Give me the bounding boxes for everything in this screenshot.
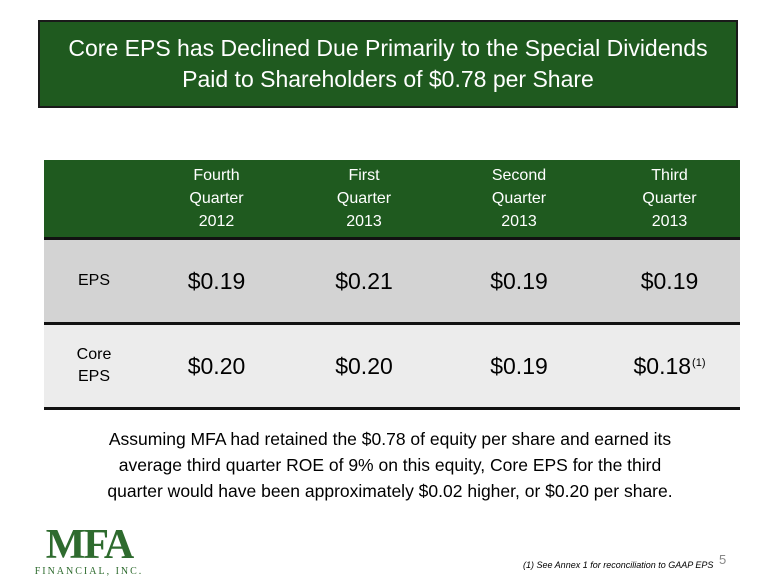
table-cell: $0.21 [335, 267, 393, 294]
header-q1-2013: First Quarter 2013 [289, 160, 439, 237]
table-header-row: Fourth Quarter 2012 First Quarter 2013 S… [44, 160, 740, 240]
eps-table: Fourth Quarter 2012 First Quarter 2013 S… [44, 160, 740, 410]
slide-title-box: Core EPS has Declined Due Primarily to t… [38, 20, 738, 108]
table-cell-with-footnote: $0.18 (1) [599, 353, 740, 380]
header-text: First [348, 167, 380, 184]
table-cell: $0.19 [640, 267, 699, 294]
header-q3-2013: Third Quarter 2013 [599, 160, 740, 237]
table-row-eps: EPS $0.19 $0.21 $0.19 $0.19 [44, 240, 740, 325]
header-text: Second [491, 167, 547, 184]
header-text: 2013 [651, 213, 688, 230]
header-text: Third [651, 167, 688, 184]
footnote: (1) See Annex 1 for reconciliation to GA… [523, 560, 714, 570]
table-cell: $0.20 [335, 352, 393, 379]
header-text: 2013 [346, 213, 382, 230]
row-label-text: EPS [77, 368, 110, 385]
header-text: Quarter [642, 190, 697, 207]
table-cell: $0.19 [490, 352, 548, 379]
header-empty-cell [44, 160, 144, 237]
header-text: 2013 [501, 213, 537, 230]
page-number: 5 [719, 552, 727, 567]
header-q2-2013: Second Quarter 2013 [439, 160, 599, 237]
slide-title-line-1: Core EPS has Declined Due Primarily to t… [68, 35, 708, 61]
table-cell: $0.19 [490, 267, 548, 294]
explanation-line: quarter would have been approximately $0… [107, 481, 673, 501]
table-cell: $0.19 [187, 267, 246, 294]
table-row-core-eps: Core EPS $0.20 $0.20 $0.19 $0.18 (1) [44, 325, 740, 410]
row-label-text: Core [76, 346, 112, 363]
header-text: Quarter [491, 190, 547, 207]
table-cell: $0.20 [187, 352, 246, 379]
footnote-marker: (1) [692, 357, 706, 369]
mfa-logo: MFA FINANCIAL, INC. [30, 522, 148, 578]
row-label: Core EPS [44, 344, 144, 388]
table-cell-value: $0.18 [633, 352, 692, 379]
explanation-paragraph: Assuming MFA had retained the $0.78 of e… [50, 426, 730, 504]
header-text: Quarter [336, 190, 392, 207]
header-text: 2012 [198, 213, 235, 230]
header-text: Fourth [193, 167, 240, 184]
explanation-line: average third quarter ROE of 9% on this … [118, 455, 662, 475]
row-label: EPS [44, 270, 144, 292]
header-text: Quarter [189, 190, 244, 207]
header-q4-2012: Fourth Quarter 2012 [144, 160, 289, 237]
row-label-text: EPS [77, 272, 110, 289]
explanation-line: Assuming MFA had retained the $0.78 of e… [108, 429, 672, 449]
slide-title-line-2: Paid to Shareholders of $0.78 per Share [182, 66, 594, 92]
logo-mark: MFA [45, 522, 135, 568]
logo-subtitle: FINANCIAL, INC. [34, 566, 144, 577]
